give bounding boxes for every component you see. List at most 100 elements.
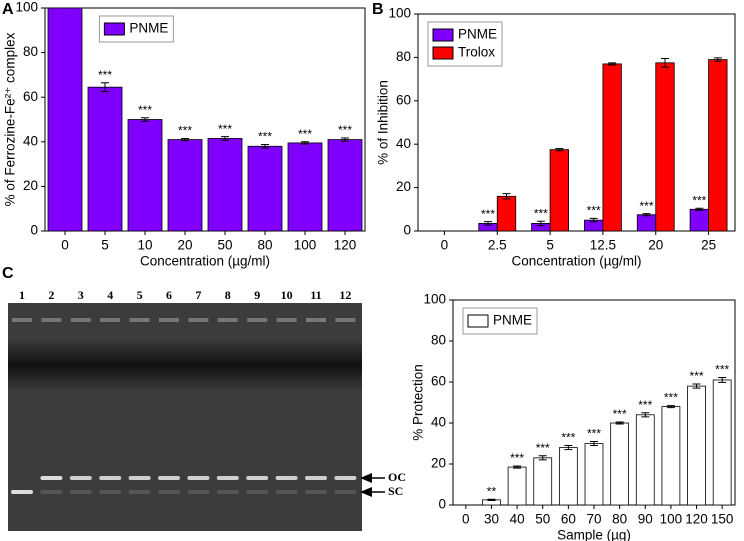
x-tick-label: 0 [61, 238, 69, 253]
significance-label: *** [298, 127, 312, 141]
significance-label: *** [587, 204, 601, 218]
y-tick-label: 20 [431, 456, 446, 471]
bar [47, 7, 83, 232]
lane-label: 11 [310, 288, 321, 302]
significance-label: *** [639, 199, 653, 213]
lane-label: 6 [166, 288, 172, 302]
x-tick-label: 0 [462, 512, 470, 527]
bar [689, 208, 709, 232]
y-tick-label: 0 [403, 223, 411, 238]
legend-label: PNME [458, 27, 497, 42]
well [276, 318, 297, 322]
bar [687, 385, 706, 506]
bar [661, 406, 681, 506]
y-tick-label: 60 [23, 89, 38, 104]
bar [247, 145, 283, 232]
x-tick-label: 70 [586, 512, 601, 527]
significance-label: ** [487, 484, 497, 498]
error-bar [341, 137, 349, 142]
y-tick-label: 0 [30, 223, 38, 238]
band [158, 476, 180, 480]
band [246, 490, 269, 494]
error-bar [590, 440, 598, 447]
error-bar [141, 117, 149, 122]
x-tick-label: 50 [535, 512, 550, 527]
plot-frame [417, 13, 736, 232]
error-bar [608, 62, 617, 66]
significance-label: *** [258, 130, 272, 144]
x-tick-label: 80 [257, 238, 272, 253]
well [306, 318, 326, 322]
y-tick-label: 100 [423, 292, 446, 307]
y-tick-label: 80 [431, 333, 446, 348]
error-bar [536, 220, 545, 227]
error-bar [615, 421, 624, 425]
error-bar [502, 193, 511, 200]
significance-label: *** [98, 68, 112, 82]
legend-swatch [103, 22, 125, 36]
significance-label: *** [715, 363, 729, 377]
band [128, 490, 151, 494]
x-axis-label: Concentration (µg/ml) [140, 254, 270, 269]
y-tick-label: 100 [15, 0, 38, 15]
x-tick-label: 40 [510, 512, 525, 527]
lane-label: 1 [19, 288, 25, 302]
bar [87, 86, 123, 232]
error-bar [261, 143, 269, 149]
bar [167, 139, 203, 232]
band [99, 490, 122, 494]
y-tick-label: 100 [388, 6, 411, 21]
error-bar [555, 148, 564, 152]
error-bar [484, 221, 493, 226]
significance-label: *** [587, 427, 601, 441]
band [334, 490, 357, 494]
significance-label: *** [534, 206, 548, 220]
x-tick-label: 100 [294, 238, 317, 253]
band-label: SC [388, 484, 403, 498]
significance-label: *** [178, 124, 192, 138]
significance-label: *** [536, 441, 550, 455]
bar [708, 59, 728, 232]
legend-label: PNME [129, 21, 168, 36]
well [188, 318, 209, 322]
significance-label: *** [510, 451, 524, 465]
x-tick-label: 150 [711, 512, 734, 527]
band [275, 490, 298, 494]
significance-label: *** [561, 431, 575, 445]
x-tick-label: 12.5 [590, 238, 616, 253]
legend-swatch [432, 46, 454, 60]
bar [507, 466, 527, 506]
error-bar [513, 465, 522, 469]
band [158, 490, 180, 494]
plot-frame [44, 7, 366, 232]
well [70, 318, 91, 322]
legend-swatch [467, 314, 489, 328]
lane-label: 3 [78, 288, 84, 302]
bar [602, 63, 622, 232]
y-tick-label: 0 [438, 497, 446, 512]
significance-label: *** [638, 398, 652, 412]
x-tick-label: 120 [334, 238, 357, 253]
error-bar [301, 141, 309, 145]
bar [287, 142, 323, 232]
error-bar [660, 57, 669, 68]
lane-label: 12 [339, 288, 351, 302]
lane-label: 7 [195, 288, 201, 302]
band [128, 476, 151, 480]
lane-label: 4 [107, 288, 113, 302]
significance-label: *** [690, 369, 704, 383]
x-tick-label: 20 [648, 238, 663, 253]
error-bar [641, 412, 650, 418]
bar [327, 139, 363, 232]
bar [533, 457, 553, 506]
x-axis-label: Sample (µg) [557, 528, 631, 541]
error-bar [695, 207, 704, 211]
well [335, 318, 356, 322]
significance-label: *** [692, 193, 706, 207]
band [275, 476, 298, 480]
arrow-head [360, 487, 372, 497]
significance-label: *** [613, 407, 627, 421]
x-tick-label: 0 [441, 238, 449, 253]
band [334, 476, 357, 480]
